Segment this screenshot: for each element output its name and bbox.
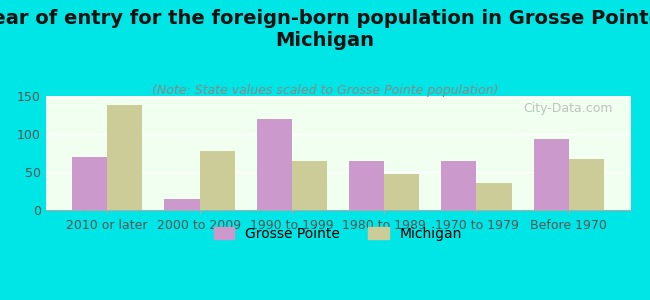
Bar bbox=[476, 183, 512, 210]
Bar bbox=[164, 199, 200, 210]
Bar bbox=[200, 152, 235, 210]
Bar bbox=[292, 160, 327, 210]
Bar bbox=[384, 174, 419, 210]
Text: City-Data.com: City-Data.com bbox=[523, 102, 613, 115]
Bar bbox=[441, 160, 476, 210]
Text: Year of entry for the foreign-born population in Grosse Pointe,
Michigan: Year of entry for the foreign-born popul… bbox=[0, 9, 650, 50]
Bar bbox=[107, 105, 142, 210]
Bar bbox=[569, 159, 604, 210]
Bar bbox=[349, 160, 384, 210]
Legend: Grosse Pointe, Michigan: Grosse Pointe, Michigan bbox=[208, 221, 468, 246]
Bar bbox=[534, 139, 569, 210]
Text: (Note: State values scaled to Grosse Pointe population): (Note: State values scaled to Grosse Poi… bbox=[152, 84, 498, 97]
Bar bbox=[72, 157, 107, 210]
Bar bbox=[257, 119, 292, 210]
